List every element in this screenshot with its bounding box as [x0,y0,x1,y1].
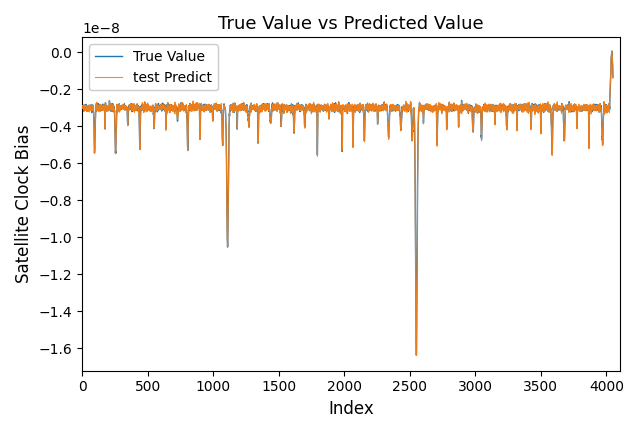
test Predict [78,104,86,109]
test Predict [608,48,616,54]
test Predict [413,353,420,358]
test Predict [609,75,617,81]
Line: test Predict: test Predict [82,51,613,355]
True Value [78,104,86,110]
test Predict [588,103,596,109]
test Predict [346,108,353,113]
True Value [588,104,596,109]
True Value [413,352,420,358]
Title: True Value vs Predicted Value: True Value vs Predicted Value [218,15,484,33]
X-axis label: Index: Index [328,400,374,418]
True Value [609,75,617,80]
Y-axis label: Satellite Clock Bias: Satellite Clock Bias [15,125,33,283]
test Predict [328,103,335,108]
True Value [280,106,288,111]
test Predict [273,109,281,114]
True Value [273,108,281,113]
Legend: True Value, test Predict: True Value, test Predict [89,44,218,90]
True Value [328,103,335,108]
True Value [608,48,616,54]
True Value [346,107,353,112]
True Value [90,144,98,149]
Line: True Value: True Value [82,51,613,355]
test Predict [280,107,288,113]
test Predict [90,142,98,148]
